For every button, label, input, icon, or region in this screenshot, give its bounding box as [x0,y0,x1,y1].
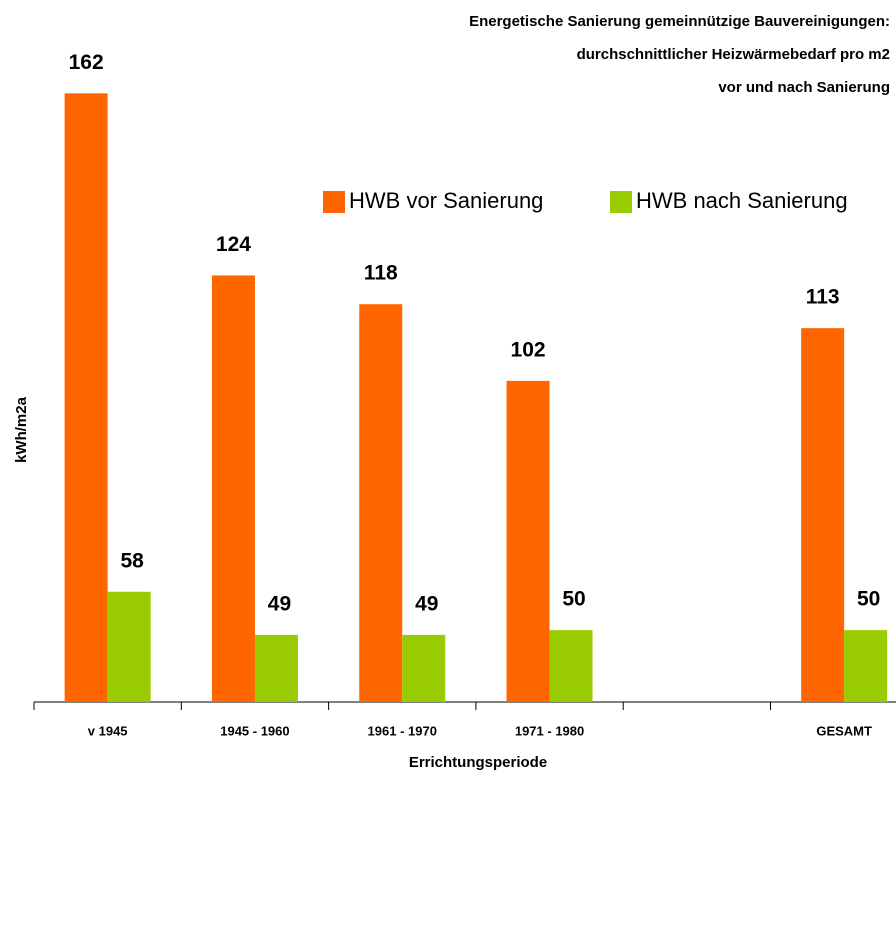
value-label: 58 [120,549,144,572]
bar [107,591,151,702]
x-tick-label: 1961 - 1970 [368,723,437,738]
chart-title: Energetische Sanierung gemeinnützige Bau… [469,13,890,30]
legend-swatch [323,191,345,213]
bar [359,304,403,702]
value-label: 102 [511,338,546,361]
chart-title: vor und nach Sanierung [718,79,890,96]
value-label: 49 [415,592,438,615]
bar [506,380,550,702]
value-label: 113 [806,286,840,309]
bar [402,634,446,702]
legend-swatch [610,191,632,213]
x-tick-label: GESAMT [816,723,872,738]
value-label: 49 [268,592,291,615]
value-label: 118 [364,262,398,285]
chart-title: durchschnittlicher Heizwärmebedarf pro m… [577,46,890,63]
value-label: 162 [69,51,104,74]
x-tick-label: 1971 - 1980 [515,723,584,738]
legend-label: HWB nach Sanierung [636,188,848,213]
value-label: 50 [562,588,585,611]
bar [549,630,593,702]
bar [254,634,298,702]
y-axis-label: kWh/m2a [13,396,30,463]
value-label: 50 [857,588,880,611]
bar [211,275,255,702]
bar [801,328,845,702]
x-tick-label: 1945 - 1960 [220,723,289,738]
x-tick-label: v 1945 [88,723,128,738]
value-label: 124 [216,233,251,256]
legend-label: HWB vor Sanierung [349,188,543,213]
bar [844,630,888,702]
bar [64,93,108,703]
x-axis-label: Errichtungsperiode [409,754,547,771]
